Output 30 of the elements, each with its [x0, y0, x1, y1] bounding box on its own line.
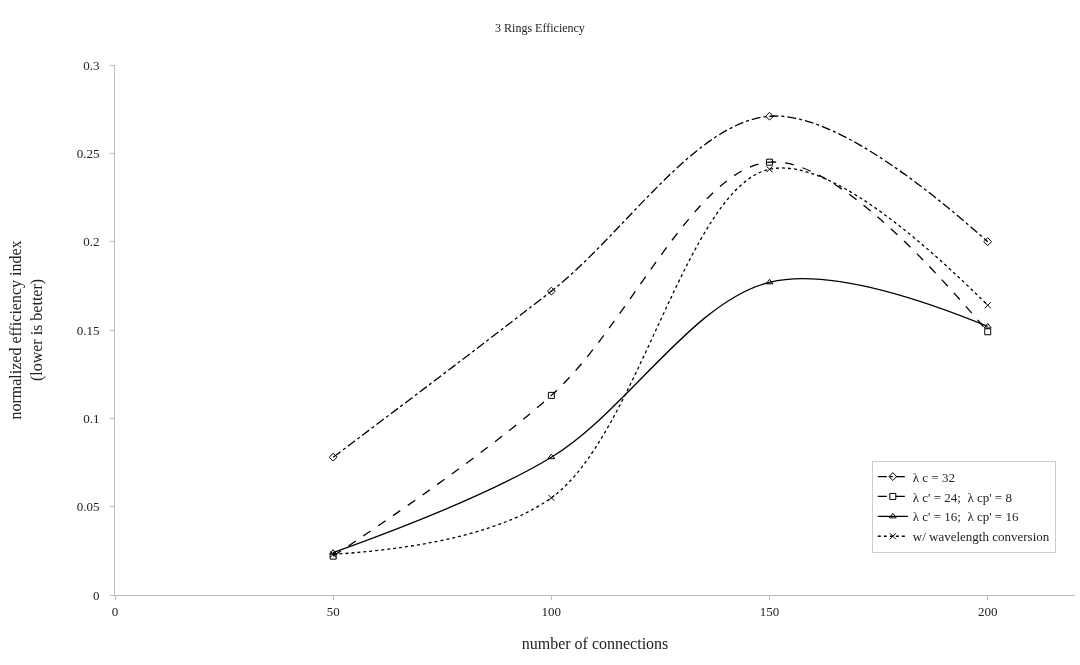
- y-tick-label: 0.1: [83, 410, 100, 426]
- x-axis-title: number of connections: [521, 635, 669, 653]
- y-tick-label: 0.05: [76, 499, 100, 515]
- point: [983, 237, 993, 247]
- chart-title: 3 Rings Efficiency: [495, 20, 585, 35]
- legend-label: w/ wavelength conversion: [912, 529, 1050, 545]
- point: [983, 322, 992, 329]
- point: [766, 165, 774, 173]
- point: [765, 278, 774, 285]
- y-tick-label: 0.3: [83, 57, 100, 73]
- x-tick-label: 50: [326, 603, 340, 619]
- point: [765, 111, 774, 121]
- point: [766, 158, 774, 166]
- legend-label: λ c' = 16; λ cp' = 16: [912, 509, 1019, 525]
- x-tick-label: 100: [541, 603, 562, 619]
- legend-label: λ c' = 24; λ cp' = 8: [912, 489, 1012, 505]
- legend-label: λ c = 32: [912, 469, 955, 485]
- y-axis-title: normalized efficiency index (lower is better): [6, 240, 46, 420]
- point: [328, 452, 338, 462]
- x-tick-label: 0: [111, 603, 119, 619]
- point: [984, 328, 992, 336]
- x-tick-label: 200: [977, 603, 998, 619]
- point: [546, 286, 556, 296]
- point: [547, 391, 555, 399]
- point: [547, 453, 556, 460]
- y-tick-label: 0.25: [76, 145, 100, 161]
- y-tick-label: 0: [92, 587, 100, 603]
- y-tick-label: 0.15: [76, 322, 100, 338]
- x-tick-label: 150: [759, 603, 780, 619]
- y-tick-label: 0.2: [83, 234, 100, 250]
